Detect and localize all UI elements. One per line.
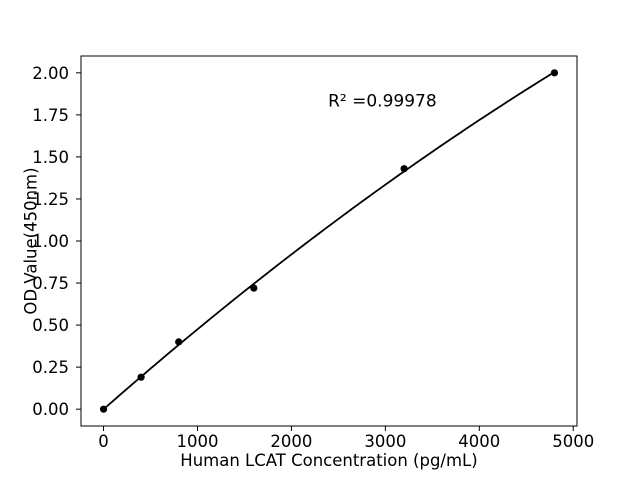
data-point-marker (99, 405, 108, 413)
y-tick-label: 0.00 (32, 400, 69, 419)
x-tick-label: 0 (98, 432, 109, 451)
data-point-marker (137, 373, 145, 381)
x-tick-label: 1000 (176, 432, 218, 451)
y-tick-label: 1.00 (32, 232, 69, 251)
data-point-marker (250, 284, 258, 292)
y-tick-label: 2.00 (32, 64, 69, 83)
x-axis-label: Human LCAT Concentration (pg/mL) (180, 451, 477, 470)
data-point-marker (175, 338, 183, 346)
x-tick-label: 4000 (458, 432, 500, 451)
r-squared-annotation: R² =0.99978 (328, 92, 437, 112)
x-tick-label: 5000 (552, 432, 594, 451)
y-axis-label: OD Value(450nm) (22, 167, 41, 314)
data-point-marker (550, 69, 559, 77)
y-tick-label: 1.75 (32, 106, 69, 125)
x-tick-label: 3000 (364, 432, 406, 451)
y-tick-label: 1.25 (32, 190, 69, 209)
plot-spines (80, 55, 578, 427)
y-tick-label: 0.75 (32, 274, 69, 293)
data-point-marker (400, 165, 408, 173)
y-tick-label: 1.50 (32, 148, 69, 167)
fit-curve-line (102, 71, 556, 411)
y-tick-label: 0.25 (32, 358, 69, 377)
x-tick-label: 2000 (270, 432, 312, 451)
y-tick-label: 0.50 (32, 316, 69, 335)
